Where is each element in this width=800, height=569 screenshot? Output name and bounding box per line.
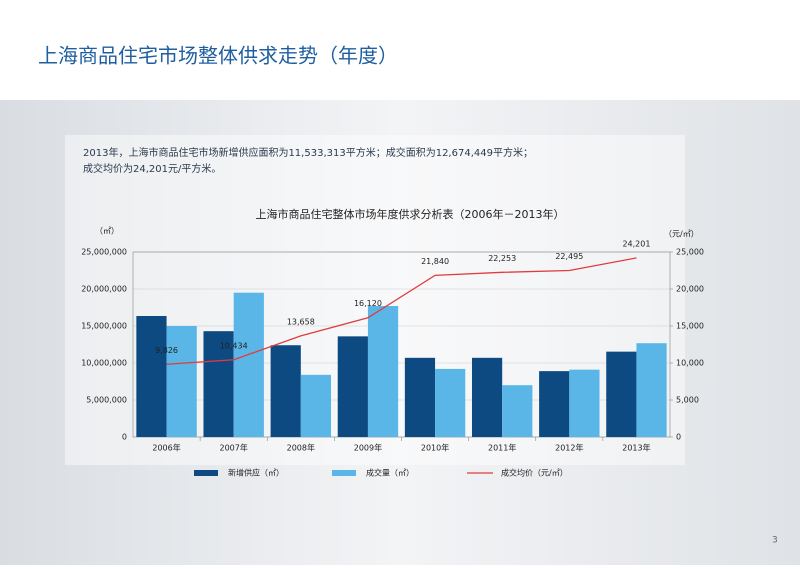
data-label: 16,120 [354,299,382,308]
bar [471,357,503,437]
x-tick-label: 2007年 [220,443,248,453]
y2-tick-label: 15,000 [676,322,704,331]
bar [435,368,466,437]
bar [606,351,637,437]
y2-tick-label: 5,000 [676,396,699,405]
x-tick-label: 2006年 [152,443,180,453]
bar [166,326,197,437]
x-tick-label: 2011年 [488,443,516,453]
legend-label: 成交均价（元/㎡） [501,468,568,478]
data-label: 24,201 [622,239,650,248]
y-tick-label: 0 [122,433,127,442]
bar [337,336,368,437]
y-tick-label: 10,000,000 [81,359,127,368]
data-label: 10,434 [220,341,248,350]
bar [136,316,167,437]
y-axis-label: （㎡） [95,227,119,236]
bar [539,371,570,437]
legend-swatch [332,470,356,476]
bar [270,345,301,437]
background-photo [0,100,800,565]
bar [233,292,264,437]
y2-tick-label: 20,000 [676,285,704,294]
legend-label: 新增供应（㎡） [228,468,284,478]
data-label: 22,495 [555,252,583,261]
legend-label: 成交量（㎡） [366,468,414,478]
page-number: 3 [772,536,778,546]
y2-axis-label: （元/㎡） [664,230,699,239]
data-label: 22,253 [488,254,516,263]
y-tick-label: 25,000,000 [81,248,127,257]
bar [367,306,399,437]
bar [203,331,234,437]
y-tick-label: 5,000,000 [86,396,127,405]
y2-tick-label: 10,000 [676,359,704,368]
bar [404,357,436,437]
legend-swatch [194,470,218,476]
x-tick-label: 2008年 [287,443,315,453]
data-label: 13,658 [287,317,315,326]
data-label: 21,840 [421,257,449,266]
y-tick-label: 15,000,000 [81,322,127,331]
x-tick-label: 2009年 [354,443,382,453]
description-line: 2013年，上海市商品住宅市场新增供应面积为11,533,313平方米；成交面积… [83,146,533,159]
y-tick-label: 20,000,000 [81,285,127,294]
y2-tick-label: 25,000 [676,248,704,257]
data-label: 9,826 [155,346,178,355]
bar [502,385,533,437]
y2-tick-label: 0 [676,433,681,442]
x-tick-label: 2012年 [555,443,583,453]
bar [300,374,332,437]
x-tick-label: 2013年 [622,443,650,453]
chart-title: 上海市商品住宅整体市场年度供求分析表（2006年－2013年） [256,207,565,221]
bar [569,369,600,437]
line [166,257,637,365]
bar [636,343,667,437]
slide-title: 上海商品住宅市场整体供求走势（年度） [38,44,398,68]
x-tick-label: 2010年 [421,443,449,453]
description-line: 成交均价为24,201元/平方米。 [83,162,221,175]
